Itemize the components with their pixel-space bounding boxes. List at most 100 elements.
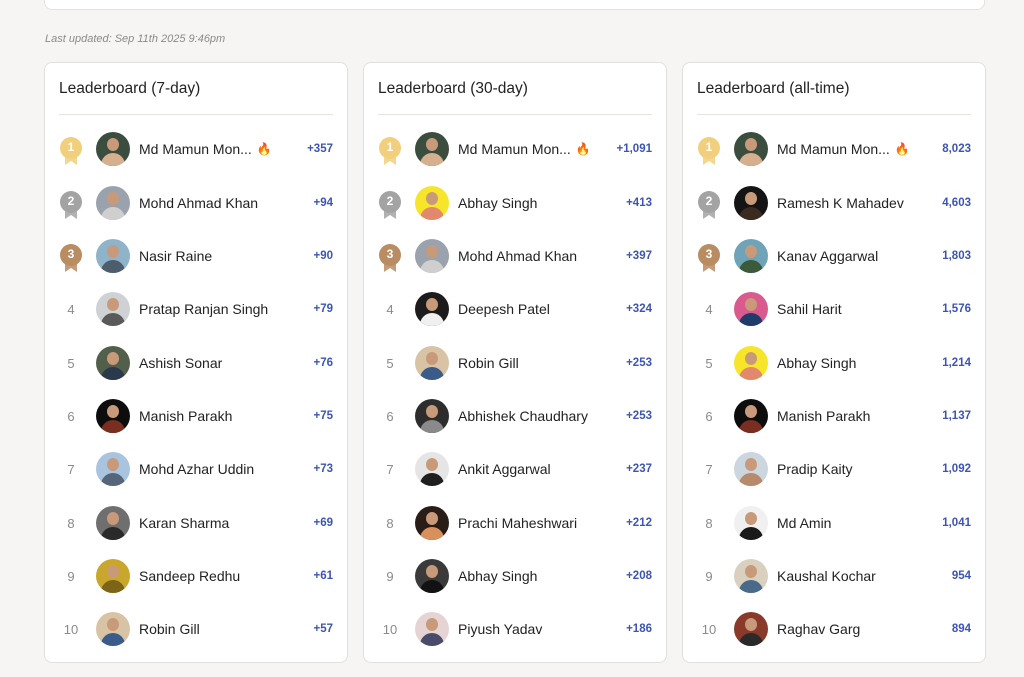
- user-name[interactable]: Ankit Aggarwal: [458, 449, 551, 489]
- avatar[interactable]: [415, 452, 449, 486]
- user-name-text: Mohd Ahmad Khan: [458, 248, 578, 264]
- score-value: +357: [307, 143, 333, 155]
- avatar[interactable]: [734, 506, 768, 540]
- user-name[interactable]: Ramesh K Mahadev: [777, 183, 904, 223]
- user-name[interactable]: Manish Parakh: [139, 396, 232, 436]
- leaderboard-row[interactable]: 8 Md Amin 1,041: [683, 503, 985, 543]
- avatar[interactable]: [96, 292, 130, 326]
- user-name[interactable]: Pratap Ranjan Singh: [139, 289, 268, 329]
- leaderboard-row[interactable]: 1 Md Mamun Mon... 🔥 +1,091: [364, 129, 666, 169]
- user-name[interactable]: Md Mamun Mon... 🔥: [458, 129, 591, 169]
- leaderboard-row[interactable]: 1 Md Mamun Mon... 🔥 8,023: [683, 129, 985, 169]
- leaderboard-row[interactable]: 4 Pratap Ranjan Singh +79: [45, 289, 347, 329]
- leaderboard-row[interactable]: 3 Mohd Ahmad Khan +397: [364, 236, 666, 276]
- leaderboard-row[interactable]: 10 Piyush Yadav +186: [364, 609, 666, 649]
- user-name[interactable]: Abhishek Chaudhary: [458, 396, 588, 436]
- user-name[interactable]: Piyush Yadav: [458, 609, 542, 649]
- rank-number: 9: [386, 568, 394, 584]
- avatar[interactable]: [734, 132, 768, 166]
- avatar[interactable]: [96, 559, 130, 593]
- user-name[interactable]: Mohd Ahmad Khan: [458, 236, 577, 276]
- user-name[interactable]: Ashish Sonar: [139, 343, 222, 383]
- avatar[interactable]: [96, 346, 130, 380]
- avatar[interactable]: [415, 399, 449, 433]
- leaderboard-row[interactable]: 6 Manish Parakh 1,137: [683, 396, 985, 436]
- avatar[interactable]: [415, 346, 449, 380]
- user-name[interactable]: Sandeep Redhu: [139, 556, 240, 596]
- user-name[interactable]: Manish Parakh: [777, 396, 870, 436]
- rank-number: 7: [386, 461, 394, 477]
- avatar[interactable]: [415, 612, 449, 646]
- user-name[interactable]: Md Amin: [777, 503, 831, 543]
- leaderboard-row[interactable]: 10 Robin Gill +57: [45, 609, 347, 649]
- rank-medal-icon: 3: [378, 243, 402, 273]
- avatar[interactable]: [96, 132, 130, 166]
- leaderboard-row[interactable]: 2 Mohd Ahmad Khan +94: [45, 183, 347, 223]
- avatar[interactable]: [734, 346, 768, 380]
- avatar[interactable]: [96, 452, 130, 486]
- avatar[interactable]: [734, 239, 768, 273]
- avatar[interactable]: [734, 186, 768, 220]
- user-name[interactable]: Kanav Aggarwal: [777, 236, 878, 276]
- leaderboard-row[interactable]: 9 Kaushal Kochar 954: [683, 556, 985, 596]
- leaderboard-row[interactable]: 4 Sahil Harit 1,576: [683, 289, 985, 329]
- summary-card: [44, 0, 985, 10]
- avatar[interactable]: [415, 132, 449, 166]
- leaderboard-row[interactable]: 8 Karan Sharma +69: [45, 503, 347, 543]
- avatar[interactable]: [96, 612, 130, 646]
- user-name-text: Raghav Garg: [777, 621, 861, 637]
- user-name[interactable]: Sahil Harit: [777, 289, 842, 329]
- user-name[interactable]: Prachi Maheshwari: [458, 503, 577, 543]
- user-name[interactable]: Raghav Garg: [777, 609, 860, 649]
- user-name[interactable]: Md Mamun Mon... 🔥: [777, 129, 910, 169]
- leaderboard-row[interactable]: 7 Pradip Kaity 1,092: [683, 449, 985, 489]
- leaderboard-row[interactable]: 9 Abhay Singh +208: [364, 556, 666, 596]
- avatar[interactable]: [415, 186, 449, 220]
- rank-number: 7: [705, 461, 713, 477]
- score-value: 894: [951, 623, 971, 635]
- avatar[interactable]: [96, 506, 130, 540]
- leaderboard-row[interactable]: 8 Prachi Maheshwari +212: [364, 503, 666, 543]
- leaderboard-row[interactable]: 1 Md Mamun Mon... 🔥 +357: [45, 129, 347, 169]
- leaderboard-row[interactable]: 4 Deepesh Patel +324: [364, 289, 666, 329]
- leaderboard-row[interactable]: 6 Manish Parakh +75: [45, 396, 347, 436]
- user-name[interactable]: Md Mamun Mon... 🔥: [139, 129, 272, 169]
- leaderboard-row[interactable]: 7 Ankit Aggarwal +237: [364, 449, 666, 489]
- avatar[interactable]: [734, 399, 768, 433]
- leaderboard-row[interactable]: 5 Abhay Singh 1,214: [683, 343, 985, 383]
- user-name[interactable]: Nasir Raine: [139, 236, 212, 276]
- user-name[interactable]: Kaushal Kochar: [777, 556, 876, 596]
- leaderboard-row[interactable]: 5 Robin Gill +253: [364, 343, 666, 383]
- score-value: +253: [626, 410, 652, 422]
- leaderboard-row[interactable]: 2 Ramesh K Mahadev 4,603: [683, 183, 985, 223]
- leaderboard-row[interactable]: 10 Raghav Garg 894: [683, 609, 985, 649]
- avatar[interactable]: [415, 292, 449, 326]
- avatar[interactable]: [415, 559, 449, 593]
- avatar[interactable]: [96, 239, 130, 273]
- user-name[interactable]: Pradip Kaity: [777, 449, 852, 489]
- leaderboard-row[interactable]: 5 Ashish Sonar +76: [45, 343, 347, 383]
- user-name[interactable]: Abhay Singh: [458, 556, 537, 596]
- leaderboard-row[interactable]: 3 Nasir Raine +90: [45, 236, 347, 276]
- avatar[interactable]: [415, 239, 449, 273]
- user-name[interactable]: Karan Sharma: [139, 503, 229, 543]
- avatar[interactable]: [734, 612, 768, 646]
- avatar[interactable]: [96, 399, 130, 433]
- user-name[interactable]: Mohd Azhar Uddin: [139, 449, 254, 489]
- leaderboard-row[interactable]: 2 Abhay Singh +413: [364, 183, 666, 223]
- leaderboard-row[interactable]: 6 Abhishek Chaudhary +253: [364, 396, 666, 436]
- leaderboard-row[interactable]: 3 Kanav Aggarwal 1,803: [683, 236, 985, 276]
- avatar[interactable]: [96, 186, 130, 220]
- avatar[interactable]: [415, 506, 449, 540]
- avatar[interactable]: [734, 559, 768, 593]
- user-name[interactable]: Mohd Ahmad Khan: [139, 183, 258, 223]
- user-name[interactable]: Robin Gill: [139, 609, 200, 649]
- leaderboard-row[interactable]: 7 Mohd Azhar Uddin +73: [45, 449, 347, 489]
- leaderboard-row[interactable]: 9 Sandeep Redhu +61: [45, 556, 347, 596]
- user-name[interactable]: Abhay Singh: [458, 183, 537, 223]
- avatar[interactable]: [734, 292, 768, 326]
- avatar[interactable]: [734, 452, 768, 486]
- user-name[interactable]: Robin Gill: [458, 343, 519, 383]
- user-name[interactable]: Deepesh Patel: [458, 289, 550, 329]
- user-name[interactable]: Abhay Singh: [777, 343, 856, 383]
